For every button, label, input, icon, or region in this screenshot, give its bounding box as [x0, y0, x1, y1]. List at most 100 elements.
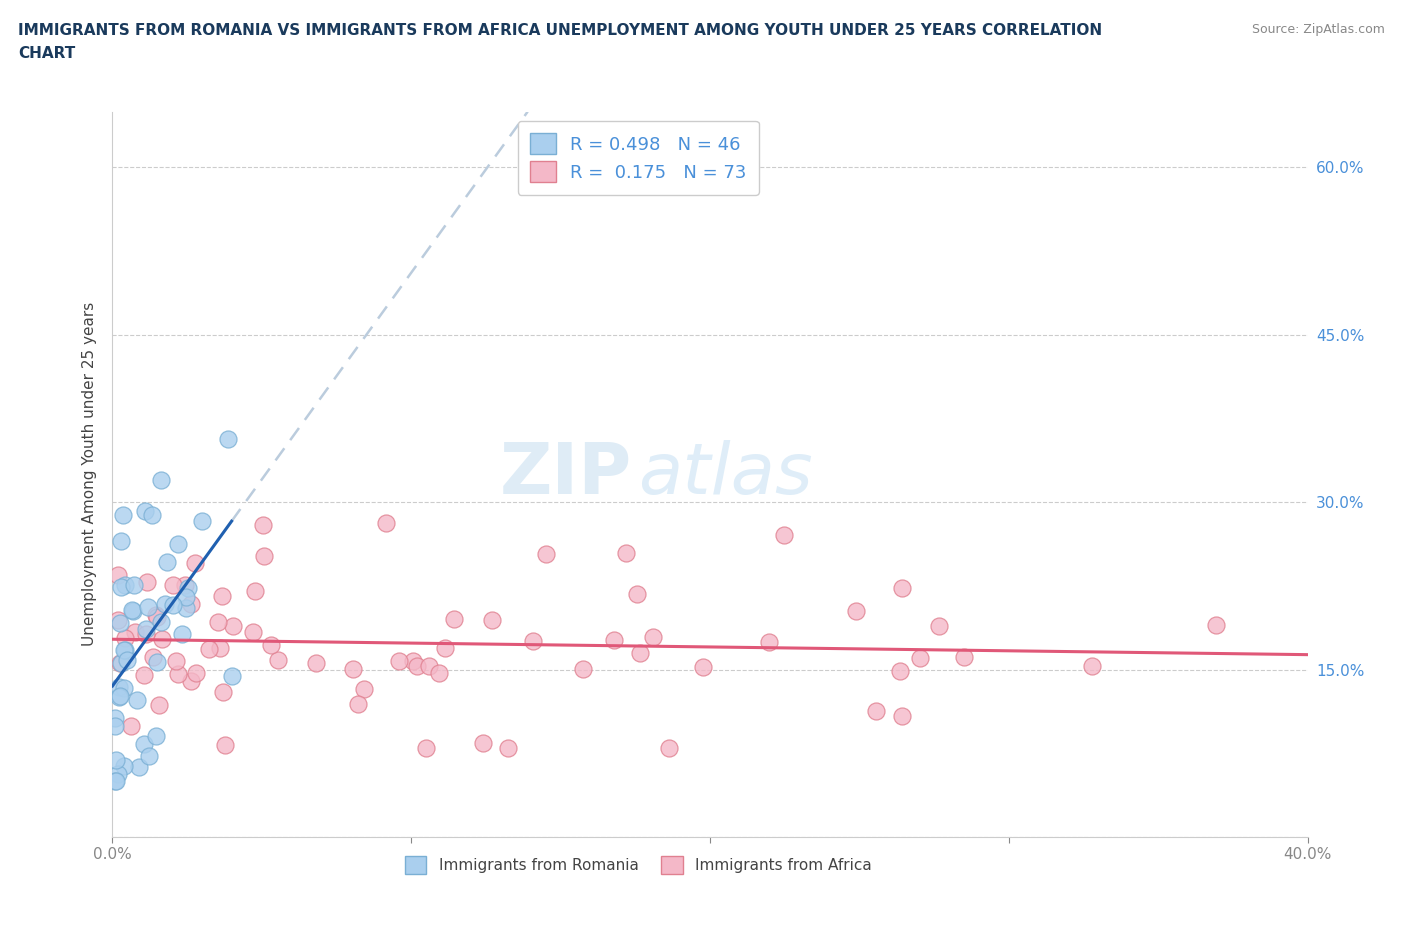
Point [112, 643, 135, 658]
Point [845, 604, 868, 618]
Point [138, 749, 160, 764]
Text: IMMIGRANTS FROM ROMANIA VS IMMIGRANTS FROM AFRICA UNEMPLOYMENT AMONG YOUTH UNDER: IMMIGRANTS FROM ROMANIA VS IMMIGRANTS FR… [18, 23, 1102, 38]
Point [402, 653, 425, 668]
Point [134, 503, 156, 518]
Point [145, 607, 167, 622]
Point [471, 736, 494, 751]
Point [110, 655, 132, 670]
Point [214, 738, 236, 753]
Point [221, 669, 243, 684]
Point [415, 740, 437, 755]
Point [167, 667, 190, 682]
Text: CHART: CHART [18, 46, 76, 61]
Point [110, 534, 132, 549]
Point [658, 740, 681, 755]
Point [692, 660, 714, 675]
Point [628, 645, 651, 660]
Point [132, 667, 155, 682]
Point [406, 658, 429, 673]
Point [114, 631, 136, 645]
Point [124, 624, 146, 639]
Point [572, 661, 595, 676]
Point [481, 612, 503, 627]
Legend: Immigrants from Romania, Immigrants from Africa: Immigrants from Romania, Immigrants from… [399, 850, 877, 880]
Point [107, 567, 129, 582]
Point [180, 596, 202, 611]
Point [148, 698, 170, 712]
Point [108, 656, 131, 671]
Point [107, 766, 129, 781]
Point [104, 752, 127, 767]
Point [180, 673, 202, 688]
Point [108, 689, 131, 704]
Point [374, 516, 396, 531]
Point [217, 432, 239, 446]
Point [162, 597, 184, 612]
Point [122, 604, 145, 618]
Point [150, 632, 173, 647]
Point [209, 641, 232, 656]
Point [890, 581, 912, 596]
Point [108, 615, 131, 630]
Point [112, 759, 135, 774]
Point [173, 578, 195, 592]
Point [170, 627, 193, 642]
Point [146, 655, 169, 670]
Point [146, 609, 169, 624]
Text: atlas: atlas [638, 440, 813, 509]
Point [165, 653, 187, 668]
Point [388, 654, 411, 669]
Point [111, 507, 134, 522]
Point [197, 642, 219, 657]
Point [221, 618, 243, 633]
Point [177, 580, 200, 595]
Point [114, 578, 136, 592]
Point [1205, 618, 1227, 632]
Point [104, 774, 127, 789]
Point [135, 574, 157, 589]
Point [107, 680, 129, 695]
Point [211, 685, 233, 700]
Point [1080, 658, 1102, 673]
Point [953, 650, 976, 665]
Point [115, 653, 138, 668]
Point [107, 612, 129, 627]
Point [114, 643, 136, 658]
Point [136, 600, 159, 615]
Point [603, 632, 626, 647]
Point [242, 625, 264, 640]
Point [145, 728, 167, 743]
Point [252, 518, 274, 533]
Point [207, 615, 229, 630]
Text: Source: ZipAtlas.com: Source: ZipAtlas.com [1251, 23, 1385, 36]
Point [149, 615, 172, 630]
Point [443, 612, 465, 627]
Point [305, 655, 328, 670]
Point [773, 528, 796, 543]
Point [183, 555, 205, 570]
Point [121, 602, 143, 617]
Point [153, 596, 176, 611]
Point [104, 711, 127, 725]
Point [891, 709, 914, 724]
Point [342, 661, 364, 676]
Point [434, 641, 457, 656]
Point [174, 600, 197, 615]
Point [534, 547, 557, 562]
Point [167, 537, 190, 551]
Point [496, 740, 519, 755]
Point [928, 619, 950, 634]
Point [253, 549, 276, 564]
Point [135, 621, 157, 636]
Point [267, 653, 290, 668]
Point [260, 637, 283, 652]
Point [122, 578, 145, 592]
Point [186, 666, 208, 681]
Point [865, 704, 887, 719]
Point [120, 718, 142, 733]
Point [135, 627, 157, 642]
Point [141, 507, 163, 522]
Point [156, 554, 179, 569]
Point [132, 737, 155, 751]
Point [108, 689, 131, 704]
